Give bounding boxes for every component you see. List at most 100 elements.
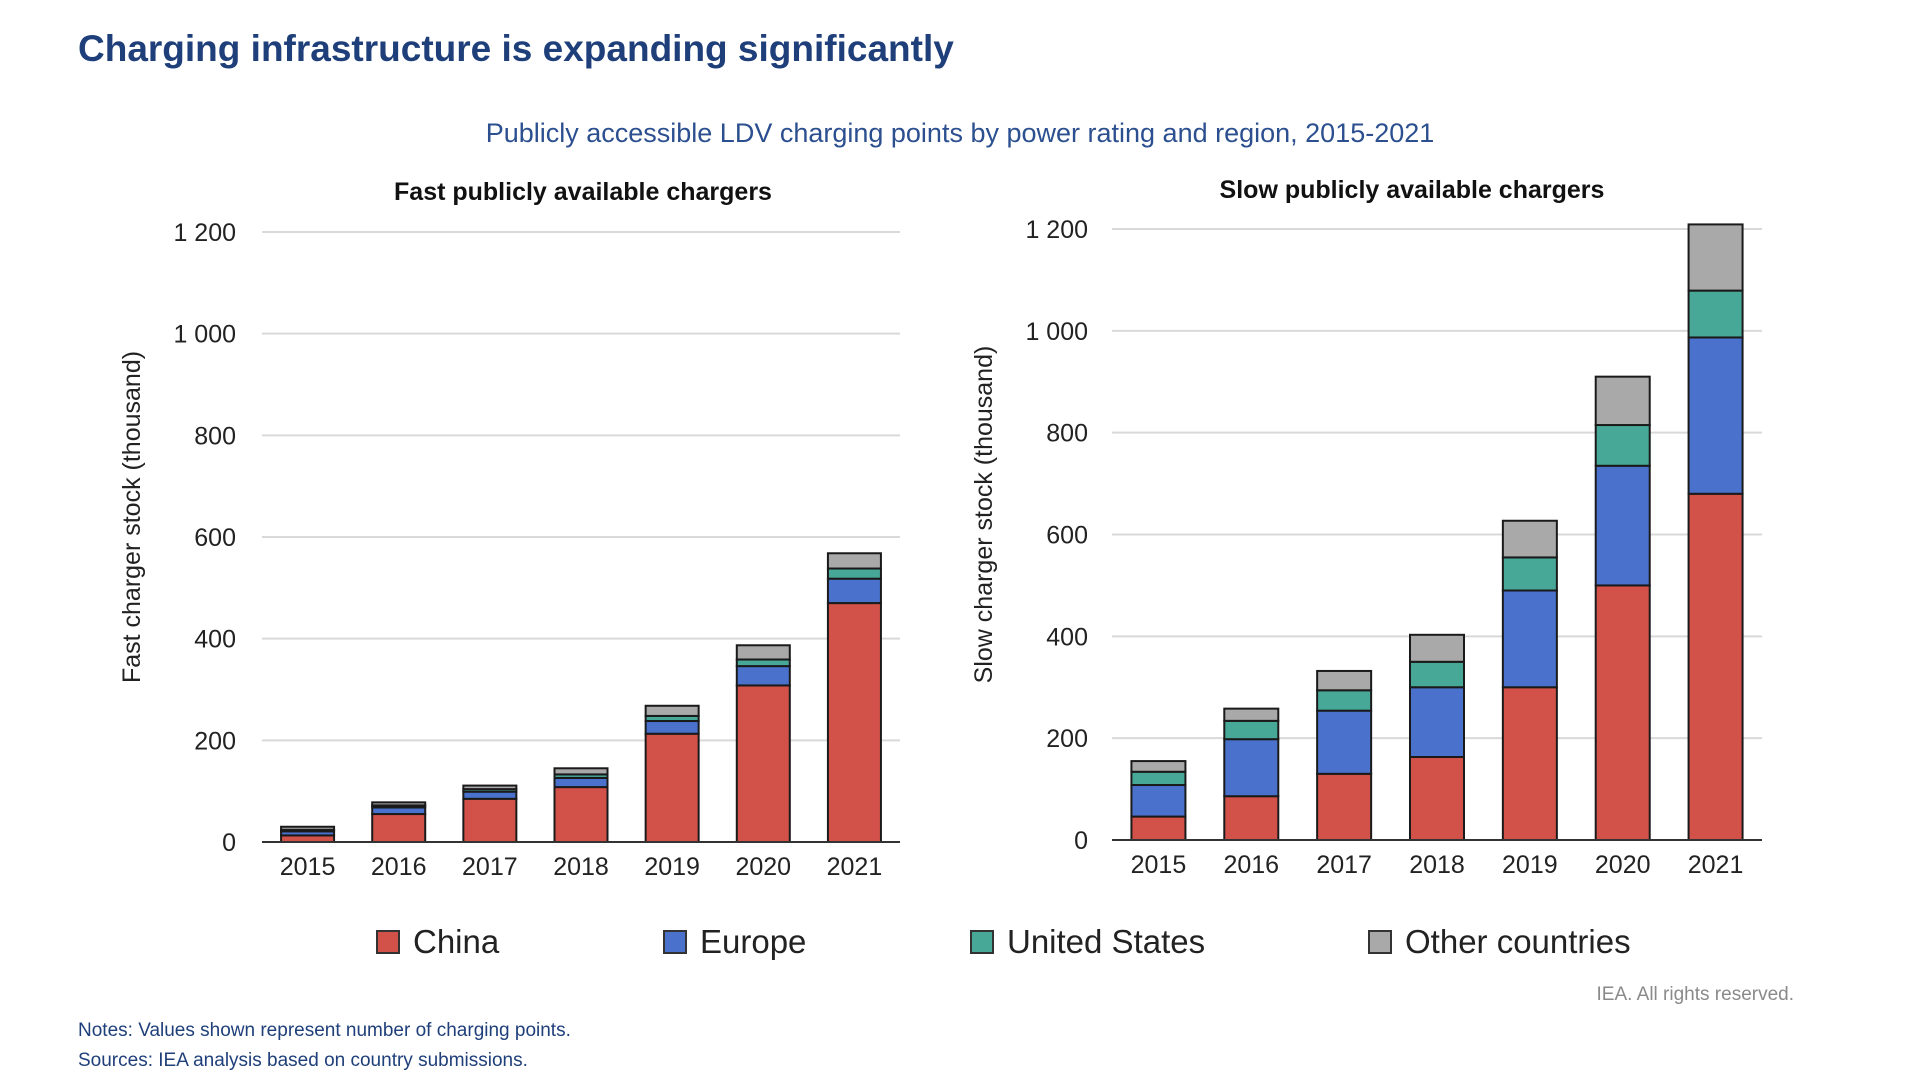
- y-tick-label: 200: [194, 727, 236, 755]
- y-tick-label: 0: [1074, 827, 1088, 855]
- y-tick-label: 800: [194, 422, 236, 450]
- bar-segment-europe: [462, 790, 518, 800]
- bar-segment-united-states: [1501, 556, 1558, 592]
- x-tick-label: 2016: [1223, 851, 1279, 879]
- bar-segment-united-states: [1594, 424, 1651, 467]
- bar-segment-europe: [1594, 464, 1651, 587]
- x-tick-label: 2020: [1595, 851, 1651, 879]
- y-tick-label: 800: [1046, 420, 1088, 448]
- bar-segment-europe: [553, 776, 609, 789]
- legend-swatch-europe: [663, 930, 687, 954]
- bar-segment-united-states: [826, 567, 882, 580]
- chart-slow: 0 200 400 600 800 1 000 1 200 Slow publicly ava…: [970, 176, 1762, 879]
- bar-segment-other-countries: [644, 704, 700, 717]
- bar-segment-europe: [1687, 336, 1744, 495]
- notes-text: Notes: Values shown represent number of …: [78, 1020, 571, 1041]
- x-tick-label: 2015: [1131, 851, 1187, 879]
- bar-segment-europe: [1223, 738, 1280, 798]
- bar-segment-other-countries: [1223, 707, 1280, 722]
- bar-segment-united-states: [1687, 289, 1744, 339]
- bar-segment-china: [371, 813, 427, 844]
- charts-canvas: 0 200 400 600 800 1 000 1 200 Fast publicly ava…: [118, 176, 1762, 881]
- bar-segment-europe: [1409, 686, 1465, 759]
- bar-segment-united-states: [1130, 770, 1187, 787]
- y-tick-label: 0: [222, 829, 236, 857]
- x-tick-label: 2019: [1502, 851, 1558, 879]
- bar-segment-china: [1594, 584, 1651, 842]
- bar-segment-other-countries: [462, 784, 518, 791]
- bar-segment-europe: [644, 720, 700, 735]
- y-axis-label: Slow charger stock (thousand): [970, 346, 998, 684]
- y-tick-label: 1 200: [173, 219, 236, 247]
- bar-segment-china: [735, 684, 791, 844]
- bar-segment-europe: [1316, 709, 1373, 775]
- bar-segment-other-countries: [1409, 633, 1465, 663]
- y-tick-label: 1 000: [173, 321, 236, 349]
- legend-swatch-china: [376, 930, 400, 954]
- bar-segment-europe: [735, 665, 791, 687]
- bar-segment-other-countries: [1594, 375, 1651, 427]
- bar-segment-china: [644, 732, 700, 843]
- bar-segment-china: [826, 602, 882, 843]
- legend-item-europe: Europe: [663, 918, 806, 966]
- bar-segment-china: [462, 797, 518, 844]
- x-tick-label: 2018: [1409, 851, 1465, 879]
- rights-notice: IEA. All rights reserved.: [1596, 984, 1794, 1005]
- bar-segment-united-states: [1316, 689, 1373, 712]
- x-tick-label: 2021: [827, 853, 883, 881]
- x-tick-label: 2017: [462, 853, 518, 881]
- legend-item-china: China: [376, 918, 499, 966]
- bar-segment-united-states: [1409, 660, 1465, 689]
- chart-title: Fast publicly available chargers: [394, 178, 772, 206]
- bar-segment-china: [1130, 815, 1187, 841]
- legend-label: China: [413, 923, 500, 960]
- y-tick-label: 600: [194, 524, 236, 552]
- bar-segment-other-countries: [1501, 519, 1558, 559]
- sources-text: Sources: IEA analysis based on country s…: [78, 1050, 528, 1071]
- bar-segment-china: [1687, 492, 1744, 841]
- y-axis-label: Fast charger stock (thousand): [118, 351, 146, 683]
- y-tick-label: 200: [1046, 725, 1088, 753]
- chart-fast: 0 200 400 600 800 1 000 1 200 Fast publicly ava…: [118, 178, 900, 881]
- bar-segment-china: [1316, 772, 1373, 842]
- x-tick-label: 2017: [1316, 851, 1372, 879]
- bar-segment-other-countries: [1130, 760, 1187, 773]
- legend-label: Other countries: [1405, 923, 1631, 960]
- legend-swatch-other-countries: [1368, 930, 1392, 954]
- x-tick-label: 2019: [644, 853, 700, 881]
- bar-segment-other-countries: [1316, 669, 1373, 692]
- x-tick-label: 2015: [280, 853, 336, 881]
- y-tick-label: 400: [194, 626, 236, 654]
- bar-segment-europe: [826, 577, 882, 605]
- page-title: Charging infrastructure is expanding sig…: [78, 28, 954, 69]
- bar-segment-china: [1501, 686, 1558, 841]
- y-tick-label: 1 200: [1025, 216, 1088, 244]
- bar-segment-other-countries: [371, 801, 427, 807]
- bar-segment-other-countries: [826, 552, 882, 570]
- chart-subtitle: Publicly accessible LDV charging points …: [485, 118, 1435, 148]
- y-tick-label: 600: [1046, 522, 1088, 550]
- bar-segment-other-countries: [735, 644, 791, 661]
- legend-label: Europe: [700, 923, 807, 960]
- chart-title: Slow publicly available chargers: [1220, 176, 1605, 204]
- x-tick-label: 2020: [735, 853, 791, 881]
- legend-item-united-states: United States: [970, 918, 1205, 966]
- legend-swatch-united-states: [970, 930, 994, 954]
- bar-segment-united-states: [1223, 719, 1280, 741]
- y-tick-label: 1 000: [1025, 318, 1088, 346]
- x-tick-label: 2018: [553, 853, 609, 881]
- y-tick-label: 400: [1046, 623, 1088, 651]
- bar-segment-other-countries: [280, 825, 336, 831]
- x-tick-label: 2021: [1688, 851, 1744, 879]
- bar-segment-other-countries: [553, 767, 609, 776]
- bar-segment-china: [1409, 756, 1465, 842]
- bar-segment-other-countries: [1687, 223, 1744, 292]
- bar-segment-china: [1223, 795, 1280, 842]
- bar-segment-china: [553, 786, 609, 843]
- legend: China Europe United States Other countri…: [0, 918, 1920, 966]
- bar-segment-europe: [1130, 784, 1187, 818]
- legend-label: United States: [1007, 923, 1206, 960]
- x-tick-label: 2016: [371, 853, 427, 881]
- legend-item-other-countries: Other countries: [1368, 918, 1631, 966]
- bar-segment-europe: [1501, 589, 1558, 689]
